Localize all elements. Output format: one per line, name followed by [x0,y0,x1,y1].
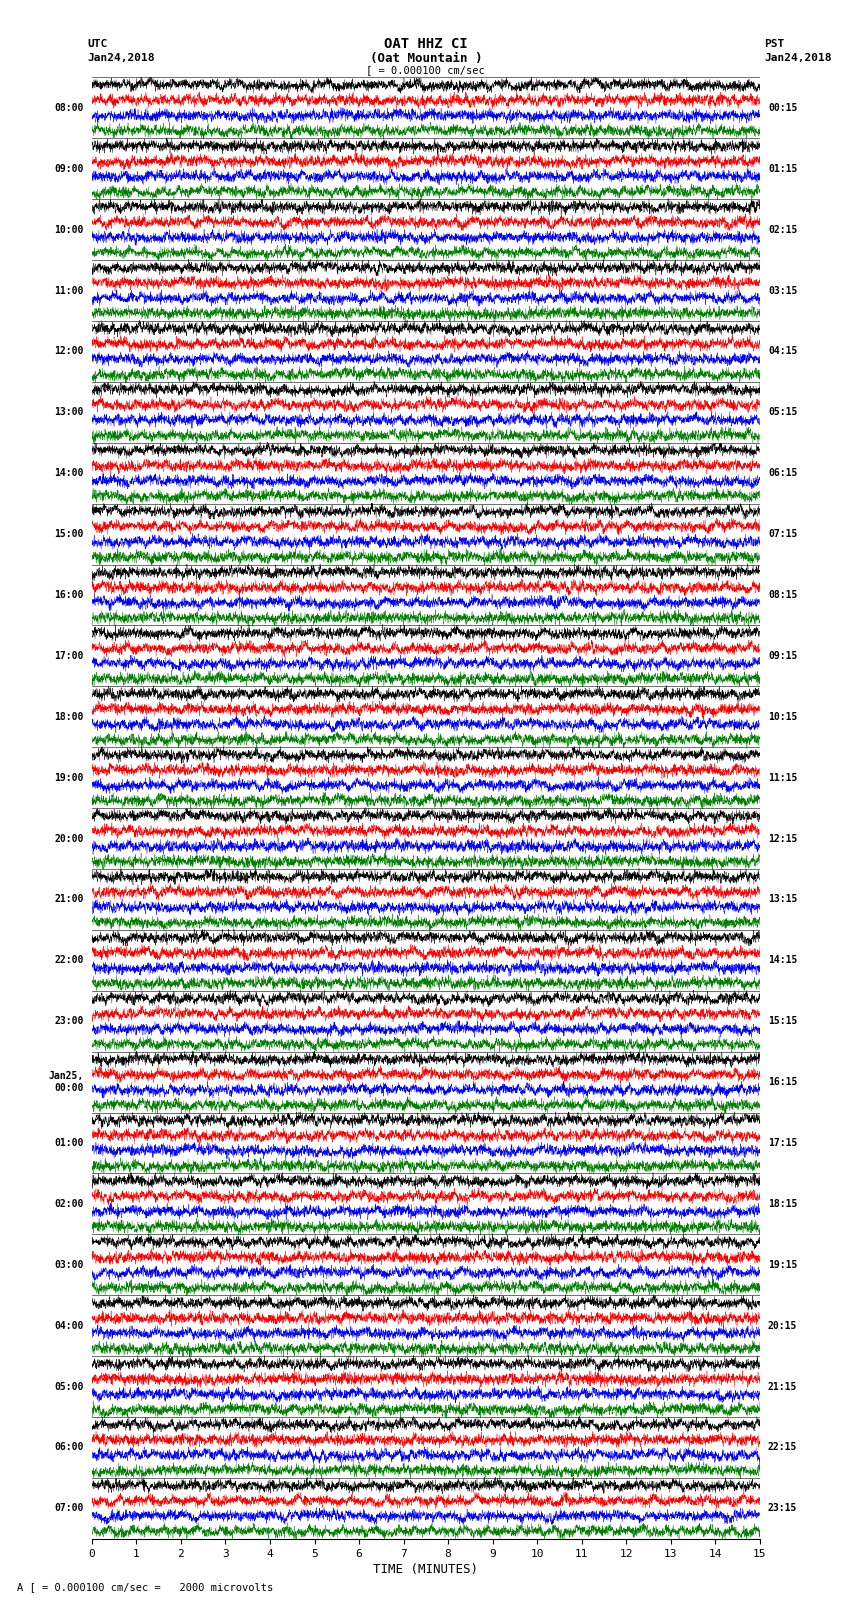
Text: (Oat Mountain ): (Oat Mountain ) [370,52,482,65]
Text: 18:00: 18:00 [54,711,84,721]
Text: 19:00: 19:00 [54,773,84,782]
Text: 10:15: 10:15 [768,711,797,721]
Text: 14:00: 14:00 [54,468,84,477]
Text: 06:15: 06:15 [768,468,797,477]
Text: 06:00: 06:00 [54,1442,84,1452]
Text: 22:00: 22:00 [54,955,84,965]
Text: 03:15: 03:15 [768,286,797,295]
Text: Jan24,2018: Jan24,2018 [764,53,831,63]
Text: 13:00: 13:00 [54,408,84,418]
Text: 10:00: 10:00 [54,224,84,234]
Text: 00:15: 00:15 [768,103,797,113]
Text: 05:00: 05:00 [54,1382,84,1392]
Text: 15:00: 15:00 [54,529,84,539]
Text: 03:00: 03:00 [54,1260,84,1269]
Text: Jan25,
00:00: Jan25, 00:00 [48,1071,84,1094]
Text: 17:15: 17:15 [768,1139,797,1148]
Text: 16:15: 16:15 [768,1077,797,1087]
Text: 23:00: 23:00 [54,1016,84,1026]
Text: 07:15: 07:15 [768,529,797,539]
Text: 20:00: 20:00 [54,834,84,844]
Text: 19:15: 19:15 [768,1260,797,1269]
Text: 12:00: 12:00 [54,347,84,356]
Text: 22:15: 22:15 [768,1442,797,1452]
Text: A [ = 0.000100 cm/sec =   2000 microvolts: A [ = 0.000100 cm/sec = 2000 microvolts [17,1582,273,1592]
Text: Jan24,2018: Jan24,2018 [88,53,155,63]
Text: OAT HHZ CI: OAT HHZ CI [384,37,468,52]
Text: 18:15: 18:15 [768,1198,797,1208]
Text: 07:00: 07:00 [54,1503,84,1513]
X-axis label: TIME (MINUTES): TIME (MINUTES) [373,1563,479,1576]
Text: UTC: UTC [88,39,108,50]
Text: 01:15: 01:15 [768,165,797,174]
Text: 17:00: 17:00 [54,652,84,661]
Text: 02:00: 02:00 [54,1198,84,1208]
Text: 01:00: 01:00 [54,1139,84,1148]
Text: PST: PST [764,39,785,50]
Text: [ = 0.000100 cm/sec: [ = 0.000100 cm/sec [366,65,485,76]
Text: 04:15: 04:15 [768,347,797,356]
Text: 11:00: 11:00 [54,286,84,295]
Text: 21:00: 21:00 [54,895,84,905]
Text: 04:00: 04:00 [54,1321,84,1331]
Text: 16:00: 16:00 [54,590,84,600]
Text: 08:00: 08:00 [54,103,84,113]
Text: 09:00: 09:00 [54,165,84,174]
Text: 23:15: 23:15 [768,1503,797,1513]
Text: 11:15: 11:15 [768,773,797,782]
Text: 02:15: 02:15 [768,224,797,234]
Text: 05:15: 05:15 [768,408,797,418]
Text: 20:15: 20:15 [768,1321,797,1331]
Text: 14:15: 14:15 [768,955,797,965]
Text: 12:15: 12:15 [768,834,797,844]
Text: 15:15: 15:15 [768,1016,797,1026]
Text: 13:15: 13:15 [768,895,797,905]
Text: 08:15: 08:15 [768,590,797,600]
Text: 21:15: 21:15 [768,1382,797,1392]
Text: 09:15: 09:15 [768,652,797,661]
